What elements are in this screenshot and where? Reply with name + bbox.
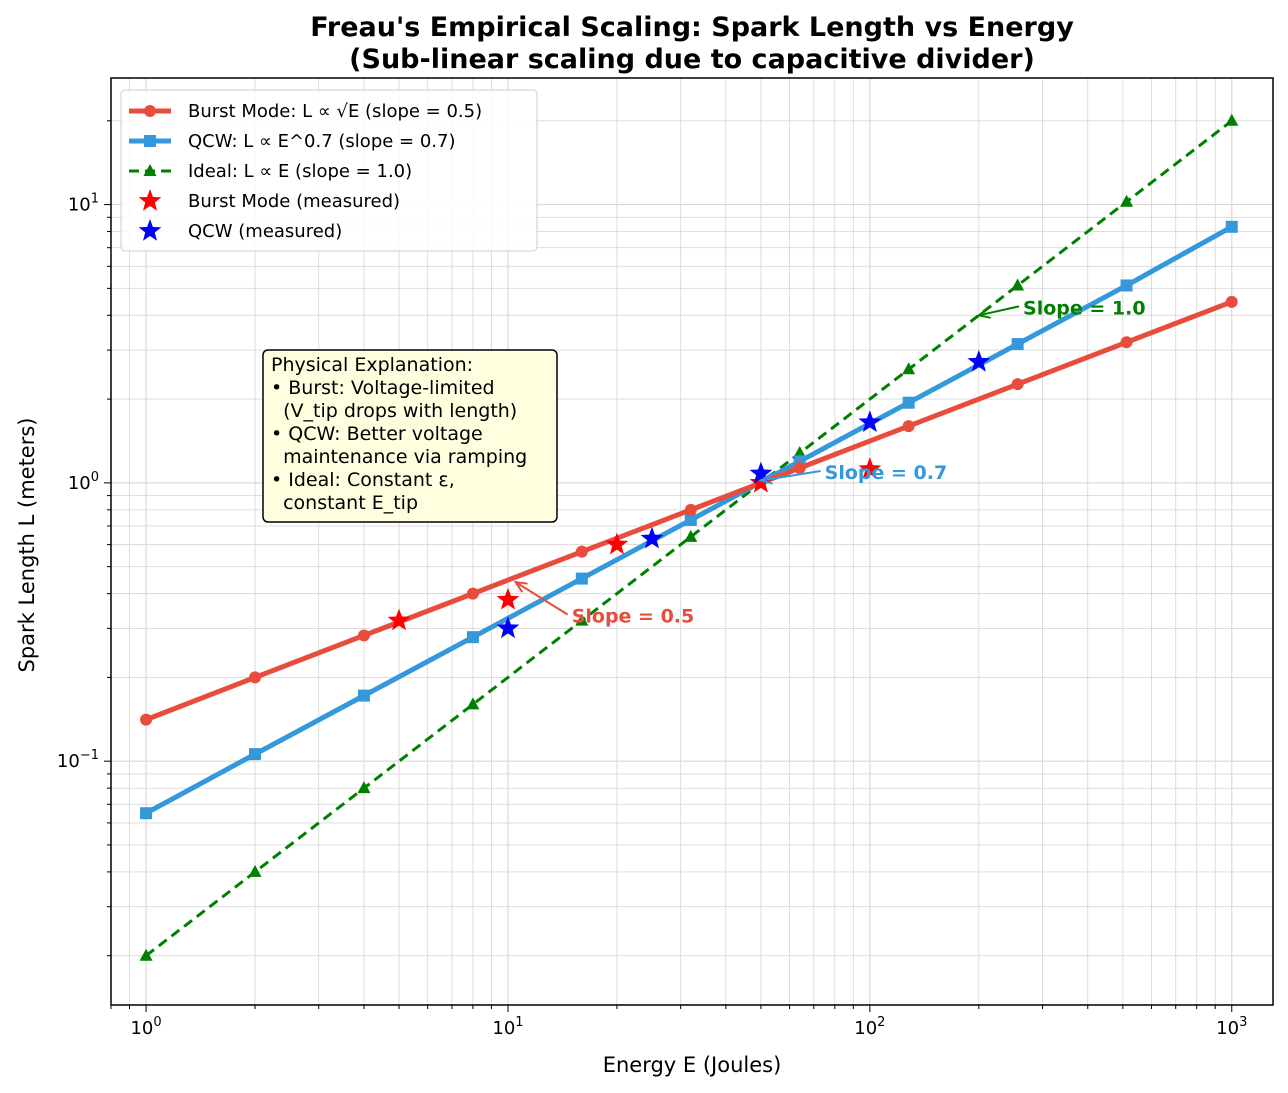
data-point [1120, 279, 1133, 292]
slope-annotation: Slope = 1.0 [976, 297, 1146, 319]
explanation-box-background [262, 349, 558, 523]
data-point [684, 513, 697, 526]
y-axis-label: Spark Length L (meters) [15, 418, 39, 673]
x-axis-label: Energy E (Joules) [603, 1053, 782, 1077]
series-0 [140, 295, 1238, 726]
data-point [684, 529, 698, 542]
legend-label-burst-fit: Burst Mode: L ∝ √E (slope = 0.5) [188, 101, 482, 122]
annotation-arrowhead [976, 307, 991, 319]
data-point [1011, 378, 1024, 391]
data-point [858, 410, 882, 433]
physical-explanation-box: Physical Explanation: • Burst: Voltage-l… [262, 349, 558, 523]
legend-key-marker [138, 189, 162, 211]
data-point [793, 461, 806, 474]
data-point [858, 457, 882, 479]
data-point [1011, 338, 1024, 351]
data-point [793, 446, 807, 459]
data-point [902, 362, 916, 375]
data-point [249, 671, 262, 684]
data-series [139, 113, 1239, 961]
plot-frame [110, 77, 1274, 1006]
data-point [749, 470, 773, 493]
annotation-arrowhead [513, 580, 528, 593]
slope-annotation: Slope = 0.7 [758, 462, 948, 485]
data-point [466, 587, 479, 600]
data-point [496, 587, 520, 610]
chart-subtitle: (Sub-linear scaling due to capacitive di… [349, 44, 1035, 75]
legend-key-marker [143, 164, 157, 176]
explanation-line: constant E_tip [271, 492, 418, 514]
annotation-label: Slope = 1.0 [1023, 297, 1146, 319]
data-point [902, 420, 915, 433]
slope-annotation: Slope = 0.5 [513, 580, 695, 628]
data-point [575, 613, 589, 626]
data-point [640, 526, 664, 549]
data-point [248, 864, 262, 877]
x-tick-label: 102 [854, 1015, 885, 1039]
legend-key-marker [144, 105, 156, 117]
data-point [466, 697, 480, 710]
data-point [1225, 220, 1238, 233]
annotation-arrow [760, 469, 821, 482]
y-tick-label: 100 [68, 470, 99, 494]
legend-label-qcw-fit: QCW: L ∝ E^0.7 (slope = 0.7) [188, 131, 456, 152]
annotation-arrow [515, 581, 569, 616]
explanation-line: Physical Explanation: [271, 354, 473, 376]
data-point [902, 396, 915, 409]
explanation-line: maintenance via ramping [271, 446, 527, 468]
explanation-line: • Ideal: Constant ε, [271, 469, 455, 491]
annotation-label: Slope = 0.7 [825, 462, 948, 484]
explanation-line: (V_tip drops with length) [271, 400, 517, 422]
data-point [496, 616, 520, 639]
legend-label-burst-measured: Burst Mode (measured) [188, 191, 400, 212]
data-point [1225, 113, 1239, 126]
data-point [1120, 336, 1133, 349]
legend-label-ideal: Ideal: L ∝ E (slope = 1.0) [188, 161, 412, 182]
data-point [140, 713, 153, 726]
data-point [139, 948, 153, 961]
data-point [249, 748, 262, 761]
data-point [357, 689, 370, 702]
legend-key-marker [138, 219, 162, 241]
data-point [466, 631, 479, 644]
series-4 [496, 349, 991, 639]
legend: Burst Mode: L ∝ √E (slope = 0.5) QCW: L … [120, 89, 538, 252]
data-point [605, 532, 629, 555]
data-point [140, 807, 153, 820]
data-point [387, 608, 411, 631]
explanation-line: • Burst: Voltage-limited [271, 377, 495, 399]
series-line [145, 119, 1233, 957]
y-tick-label: 101 [68, 192, 99, 216]
data-point [1011, 278, 1025, 291]
x-tick-label: 103 [1216, 1015, 1247, 1039]
data-point [749, 461, 773, 484]
x-tick-label: 100 [130, 1015, 161, 1039]
slope-annotations: Slope = 0.5 Slope = 0.7 Slope = 1.0 [513, 297, 1146, 628]
legend-frame [120, 89, 538, 252]
data-point [357, 781, 371, 794]
axis-ticks: 100 101 102 103 10−1 100 101 [57, 120, 1247, 1039]
data-point [1225, 295, 1238, 308]
data-point [575, 545, 588, 558]
data-point [575, 572, 588, 585]
legend-keys [129, 105, 171, 241]
legend-key-marker [144, 135, 156, 147]
x-tick-label: 101 [492, 1015, 523, 1039]
data-point [684, 503, 697, 516]
y-tick-label: 10−1 [57, 748, 99, 772]
data-point [357, 629, 370, 642]
annotation-arrowhead [758, 472, 773, 485]
annotation-arrow [978, 305, 1020, 317]
series-2 [139, 113, 1239, 961]
data-point [967, 349, 991, 372]
explanation-line: • QCW: Better voltage [271, 423, 483, 445]
annotation-label: Slope = 0.5 [572, 606, 695, 628]
data-point [1120, 194, 1134, 207]
series-3 [387, 457, 882, 631]
legend-label-qcw-measured: QCW (measured) [188, 221, 342, 242]
chart-title: Freau's Empirical Scaling: Spark Length … [310, 12, 1074, 43]
